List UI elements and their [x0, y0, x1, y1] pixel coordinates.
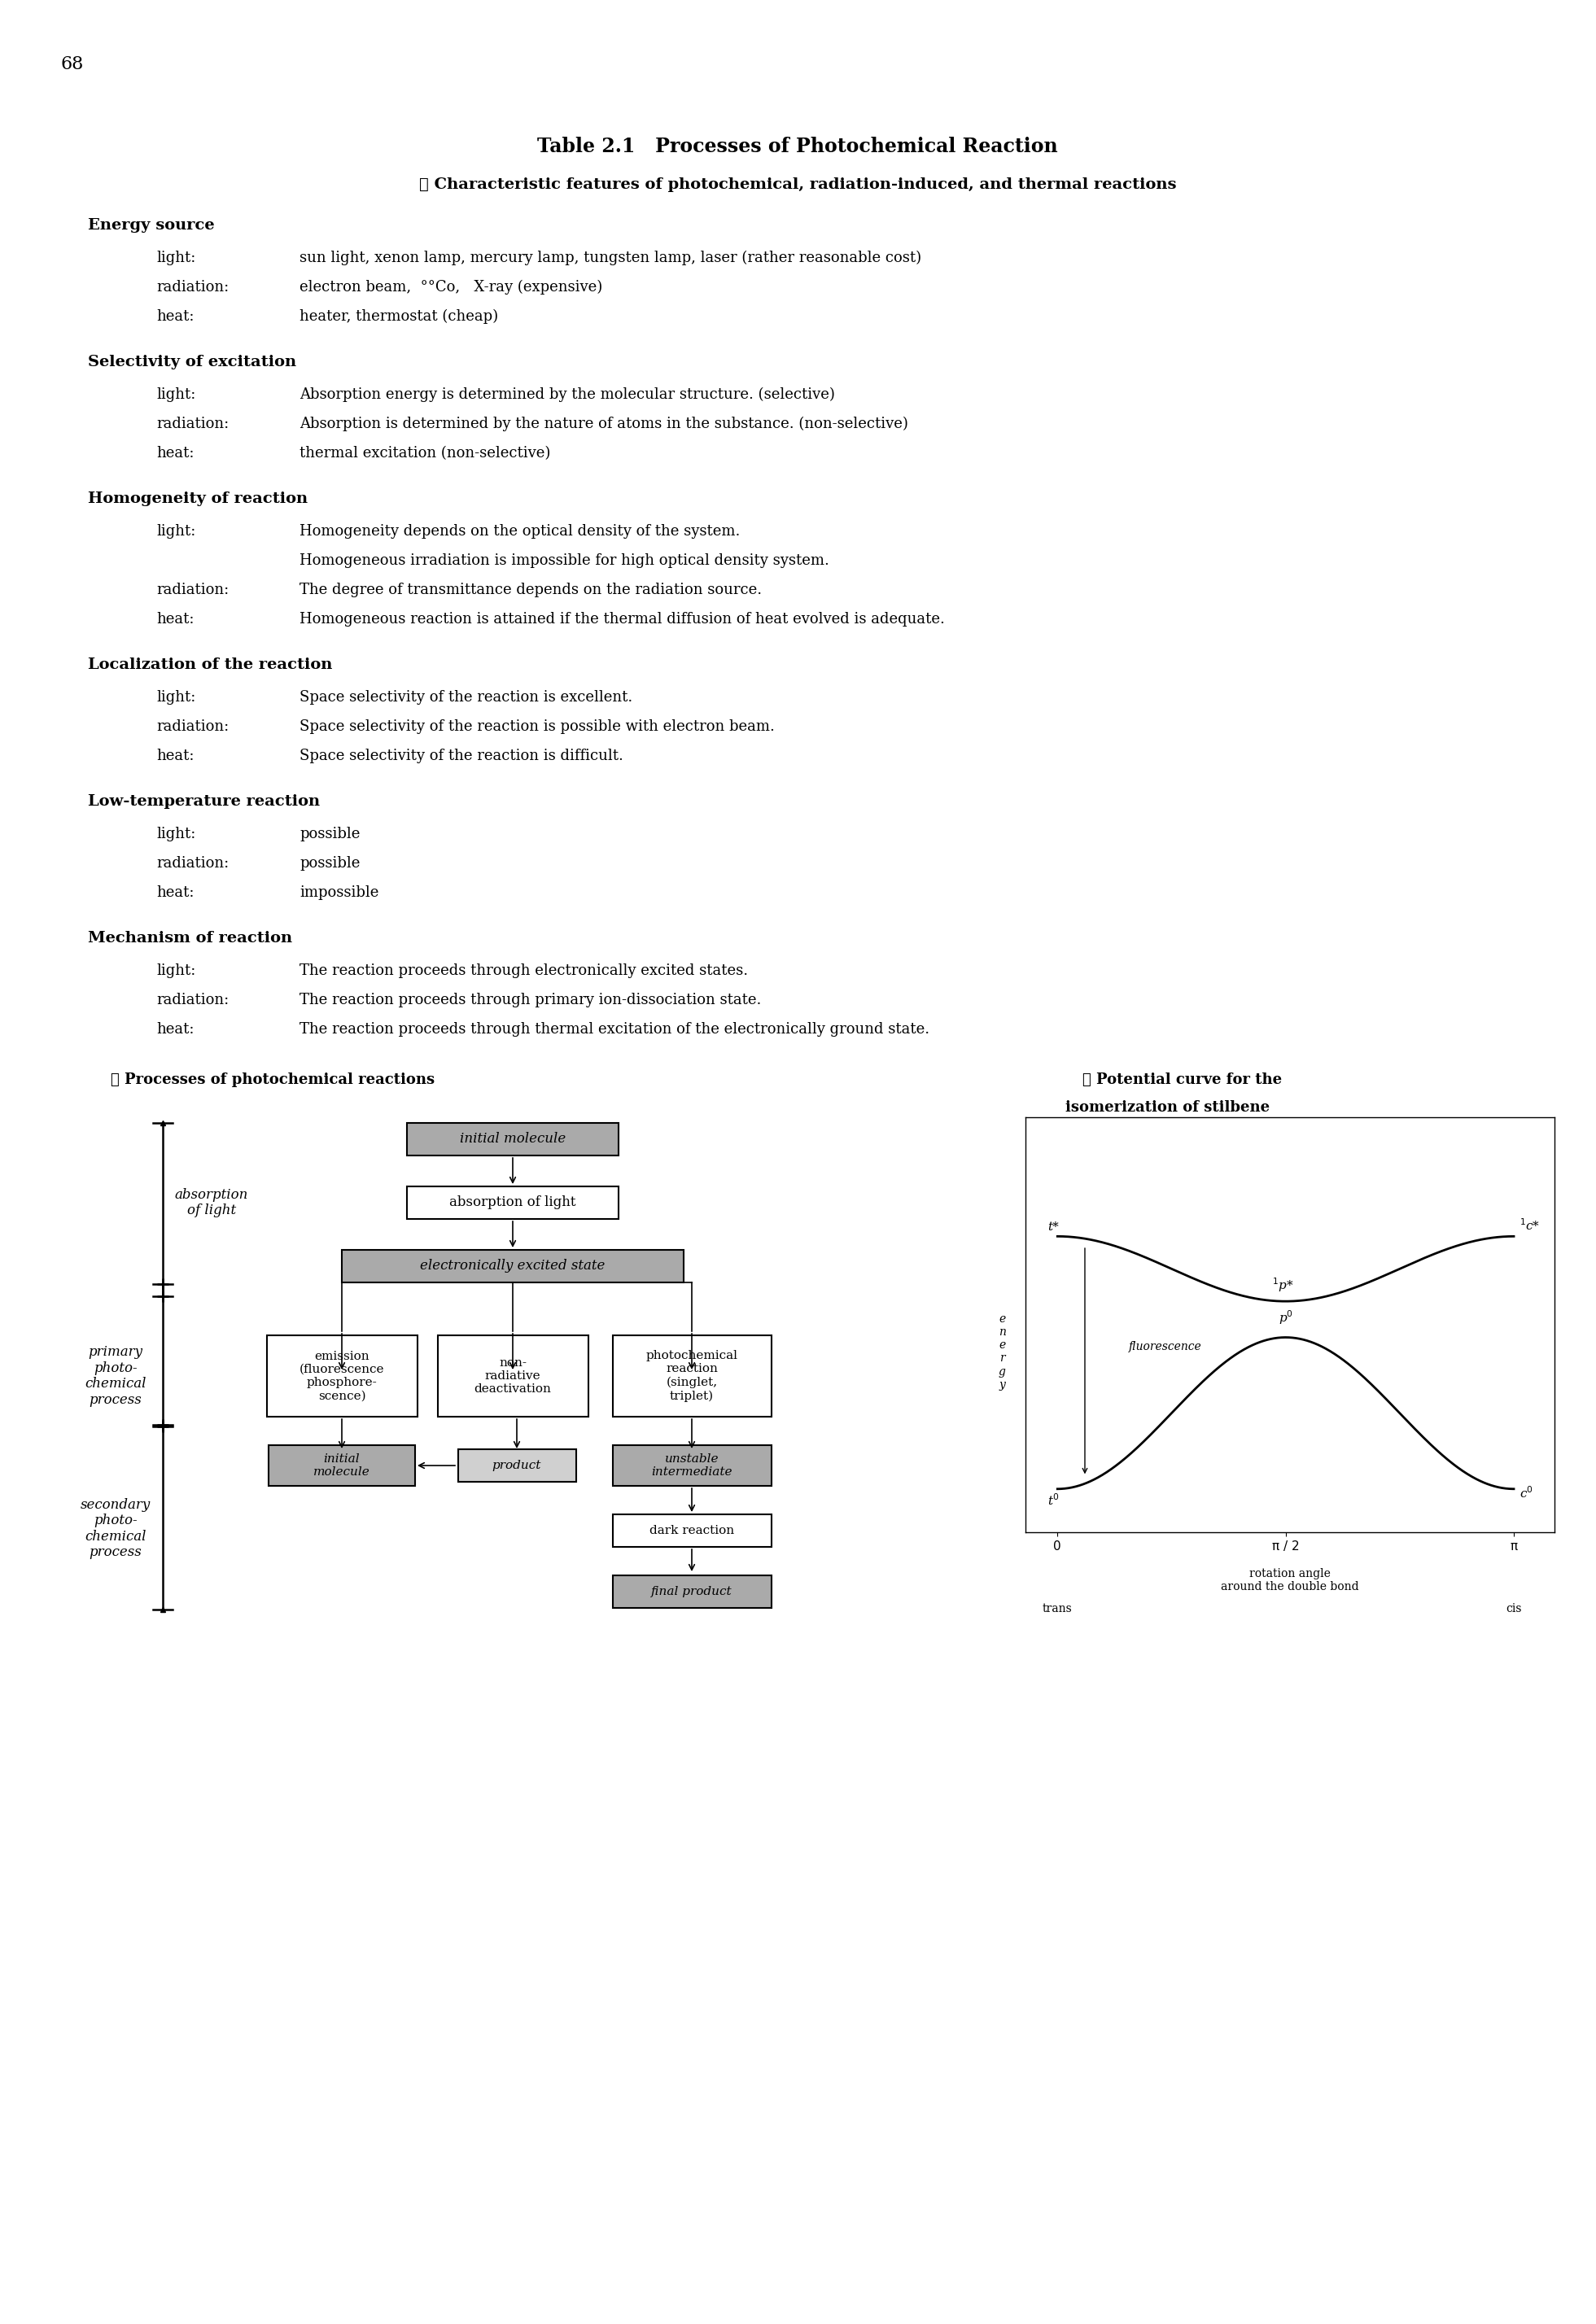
- Text: heat:: heat:: [156, 611, 195, 627]
- Text: Energy source: Energy source: [88, 218, 214, 232]
- Text: light:: light:: [156, 827, 196, 841]
- Text: Localization of the reaction: Localization of the reaction: [88, 658, 332, 672]
- Text: radiation:: radiation:: [156, 720, 228, 734]
- Text: photochemical
reaction
(singlet,
triplet): photochemical reaction (singlet, triplet…: [646, 1350, 737, 1401]
- Text: light:: light:: [156, 523, 196, 539]
- Text: isomerization of stilbene: isomerization of stilbene: [1066, 1099, 1270, 1116]
- Text: Homogeneous irradiation is impossible for high optical density system.: Homogeneous irradiation is impossible fo…: [300, 553, 830, 567]
- Text: possible: possible: [300, 855, 361, 872]
- Text: The degree of transmittance depends on the radiation source.: The degree of transmittance depends on t…: [300, 583, 761, 597]
- Text: heat:: heat:: [156, 1023, 195, 1037]
- Text: e
n
e
r
g
y: e n e r g y: [999, 1313, 1005, 1390]
- Text: heat:: heat:: [156, 446, 195, 460]
- Text: Mechanism of reaction: Mechanism of reaction: [88, 932, 292, 946]
- Text: final product: final product: [651, 1585, 733, 1597]
- Text: cis: cis: [1507, 1604, 1521, 1615]
- Text: radiation:: radiation:: [156, 583, 228, 597]
- Text: Space selectivity of the reaction is difficult.: Space selectivity of the reaction is dif…: [300, 748, 624, 762]
- Text: dark reaction: dark reaction: [650, 1525, 734, 1536]
- Text: Selectivity of excitation: Selectivity of excitation: [88, 356, 297, 370]
- Text: Space selectivity of the reaction is possible with electron beam.: Space selectivity of the reaction is pos…: [300, 720, 774, 734]
- Text: trans: trans: [1042, 1604, 1073, 1615]
- Text: Space selectivity of the reaction is excellent.: Space selectivity of the reaction is exc…: [300, 690, 632, 704]
- Text: radiation:: radiation:: [156, 992, 228, 1006]
- Text: $^1$p*: $^1$p*: [1272, 1276, 1293, 1294]
- Text: Low-temperature reaction: Low-temperature reaction: [88, 795, 319, 809]
- Text: light:: light:: [156, 251, 196, 265]
- Text: Homogeneity of reaction: Homogeneity of reaction: [88, 490, 308, 507]
- Text: ① Characteristic features of photochemical, radiation-induced, and thermal react: ① Characteristic features of photochemic…: [418, 177, 1176, 193]
- Text: 68: 68: [61, 56, 85, 74]
- Text: initial molecule: initial molecule: [460, 1132, 565, 1146]
- Text: c$^0$: c$^0$: [1519, 1485, 1534, 1501]
- FancyBboxPatch shape: [613, 1336, 771, 1418]
- Text: heater, thermostat (cheap): heater, thermostat (cheap): [300, 309, 498, 323]
- Text: non-
radiative
deactivation: non- radiative deactivation: [474, 1357, 551, 1394]
- FancyBboxPatch shape: [342, 1250, 683, 1283]
- X-axis label: rotation angle
around the double bond: rotation angle around the double bond: [1221, 1569, 1360, 1592]
- Text: heat:: heat:: [156, 885, 195, 899]
- Text: initial
molecule: initial molecule: [313, 1452, 370, 1478]
- Text: light:: light:: [156, 690, 196, 704]
- Text: heat:: heat:: [156, 748, 195, 762]
- Text: unstable
intermediate: unstable intermediate: [651, 1452, 733, 1478]
- Text: Absorption is determined by the nature of atoms in the substance. (non-selective: Absorption is determined by the nature o…: [300, 416, 908, 432]
- Text: product: product: [492, 1459, 541, 1471]
- Text: light:: light:: [156, 388, 196, 402]
- Text: sun light, xenon lamp, mercury lamp, tungsten lamp, laser (rather reasonable cos: sun light, xenon lamp, mercury lamp, tun…: [300, 251, 921, 265]
- Text: The reaction proceeds through primary ion-dissociation state.: The reaction proceeds through primary io…: [300, 992, 761, 1006]
- Text: The reaction proceeds through thermal excitation of the electronically ground st: The reaction proceeds through thermal ex…: [300, 1023, 929, 1037]
- Text: p$^0$: p$^0$: [1278, 1308, 1293, 1327]
- Text: ② Processes of photochemical reactions: ② Processes of photochemical reactions: [110, 1071, 434, 1088]
- Text: The reaction proceeds through electronically excited states.: The reaction proceeds through electronic…: [300, 964, 749, 978]
- Text: Table 2.1   Processes of Photochemical Reaction: Table 2.1 Processes of Photochemical Rea…: [538, 137, 1058, 156]
- Text: secondary
photo-
chemical
process: secondary photo- chemical process: [80, 1497, 150, 1559]
- Text: heat:: heat:: [156, 309, 195, 323]
- Text: radiation:: radiation:: [156, 416, 228, 432]
- FancyBboxPatch shape: [458, 1450, 576, 1483]
- Text: possible: possible: [300, 827, 361, 841]
- Text: ③ Potential curve for the: ③ Potential curve for the: [1082, 1071, 1282, 1088]
- FancyBboxPatch shape: [407, 1188, 619, 1220]
- FancyBboxPatch shape: [613, 1446, 771, 1485]
- FancyBboxPatch shape: [613, 1576, 771, 1608]
- FancyBboxPatch shape: [613, 1515, 771, 1548]
- Text: absorption of light: absorption of light: [450, 1197, 576, 1208]
- Text: light:: light:: [156, 964, 196, 978]
- Text: t$^0$: t$^0$: [1047, 1492, 1060, 1508]
- Text: primary
photo-
chemical
process: primary photo- chemical process: [85, 1346, 147, 1406]
- Text: fluorescence: fluorescence: [1128, 1341, 1202, 1353]
- Text: absorption
of light: absorption of light: [176, 1188, 249, 1218]
- Text: Absorption energy is determined by the molecular structure. (selective): Absorption energy is determined by the m…: [300, 388, 835, 402]
- FancyBboxPatch shape: [437, 1336, 587, 1418]
- Text: t*: t*: [1047, 1222, 1058, 1232]
- Text: Homogeneous reaction is attained if the thermal diffusion of heat evolved is ade: Homogeneous reaction is attained if the …: [300, 611, 945, 627]
- Text: radiation:: radiation:: [156, 279, 228, 295]
- Text: emission
(fluorescence
phosphore-
scence): emission (fluorescence phosphore- scence…: [300, 1350, 385, 1401]
- Text: electronically excited state: electronically excited state: [420, 1260, 605, 1274]
- Text: impossible: impossible: [300, 885, 378, 899]
- Text: $^1$c*: $^1$c*: [1519, 1218, 1540, 1232]
- Text: Homogeneity depends on the optical density of the system.: Homogeneity depends on the optical densi…: [300, 523, 741, 539]
- FancyBboxPatch shape: [268, 1446, 415, 1485]
- Text: radiation:: radiation:: [156, 855, 228, 872]
- FancyBboxPatch shape: [267, 1336, 417, 1418]
- Text: thermal excitation (non-selective): thermal excitation (non-selective): [300, 446, 551, 460]
- Text: electron beam,  °°Co,   X-ray (expensive): electron beam, °°Co, X-ray (expensive): [300, 279, 602, 295]
- FancyBboxPatch shape: [407, 1122, 619, 1155]
